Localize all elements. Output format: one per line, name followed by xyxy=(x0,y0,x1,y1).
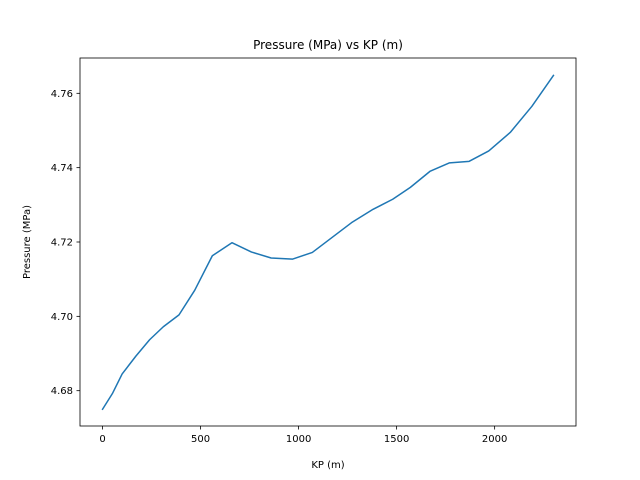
chart-title: Pressure (MPa) vs KP (m) xyxy=(253,38,403,52)
pressure-series-line xyxy=(101,74,555,411)
x-axis-label: KP (m) xyxy=(311,460,344,471)
x-tick-label: 1500 xyxy=(384,434,409,445)
x-axis: 0 500 1000 1500 2000 xyxy=(99,426,507,445)
x-tick-label: 1000 xyxy=(286,434,311,445)
y-tick-label: 4.72 xyxy=(51,238,73,249)
x-tick-label: 0 xyxy=(99,434,105,445)
y-tick-label: 4.68 xyxy=(51,386,73,397)
series-layer xyxy=(101,74,555,411)
y-tick-label: 4.70 xyxy=(51,312,73,323)
x-tick-label: 2000 xyxy=(482,434,507,445)
y-tick-label: 4.74 xyxy=(51,163,73,174)
y-axis: 4.68 4.70 4.72 4.74 4.76 xyxy=(51,89,80,397)
y-tick-label: 4.76 xyxy=(51,89,73,100)
y-axis-label: Pressure (MPa) xyxy=(22,205,33,279)
x-tick-label: 500 xyxy=(191,434,210,445)
